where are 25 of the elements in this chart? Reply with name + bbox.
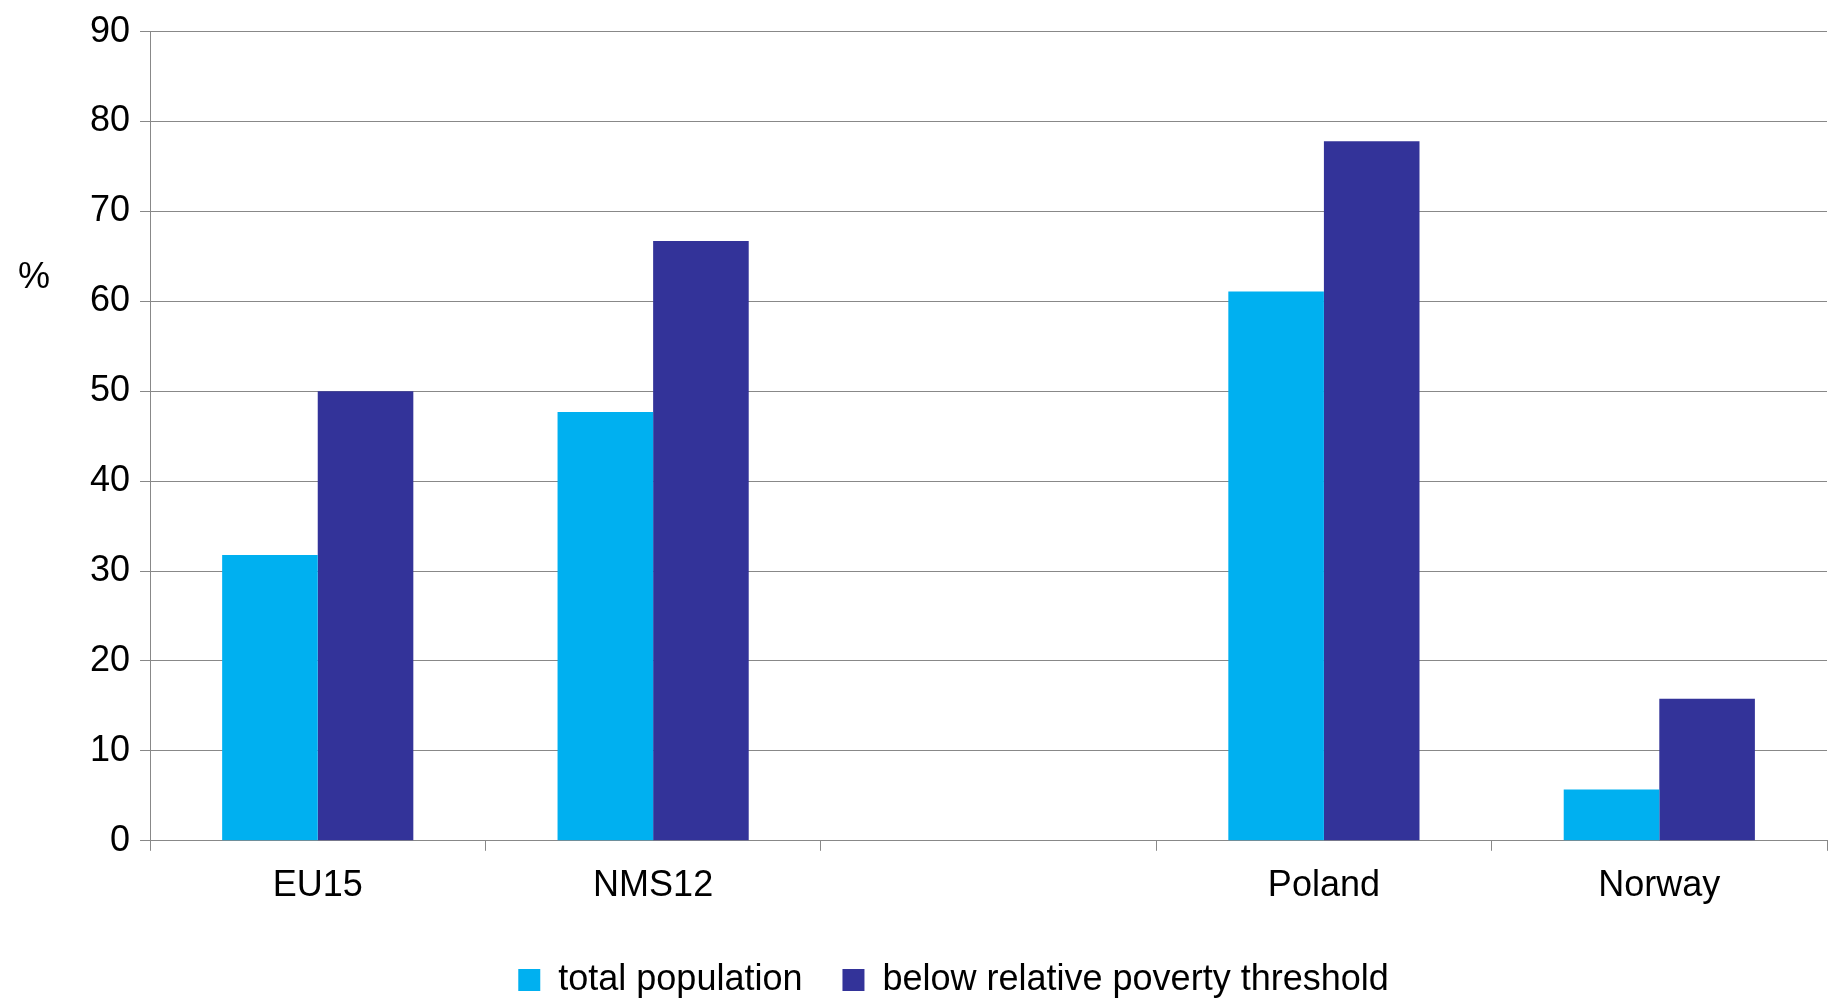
x-tick-label: NMS12 bbox=[593, 863, 714, 905]
y-tick-label: 80 bbox=[90, 98, 131, 140]
x-tick-label: EU15 bbox=[272, 863, 363, 905]
y-tick-label: 60 bbox=[90, 278, 131, 320]
x-tick-label: Norway bbox=[1598, 863, 1721, 905]
bar bbox=[1659, 698, 1755, 841]
bar bbox=[1323, 141, 1420, 841]
y-tick-label: 90 bbox=[90, 8, 131, 50]
bar bbox=[1228, 291, 1324, 841]
bar bbox=[653, 241, 749, 841]
bar bbox=[557, 411, 654, 841]
y-tick-label: 20 bbox=[90, 637, 131, 679]
bar bbox=[317, 391, 414, 841]
legend-label: below relative poverty threshold bbox=[882, 956, 1389, 998]
bar bbox=[222, 554, 318, 841]
y-axis-title: % bbox=[18, 255, 51, 297]
bar bbox=[1563, 789, 1660, 841]
y-tick-label: 70 bbox=[90, 188, 131, 230]
y-tick-label: 30 bbox=[90, 547, 131, 589]
y-tick-label: 10 bbox=[90, 727, 131, 769]
legend-label: total population bbox=[558, 956, 803, 998]
x-tick-label: Poland bbox=[1267, 863, 1380, 905]
y-tick-label: 0 bbox=[110, 817, 131, 859]
y-tick-label: 50 bbox=[90, 368, 131, 410]
y-tick-label: 40 bbox=[90, 458, 131, 500]
